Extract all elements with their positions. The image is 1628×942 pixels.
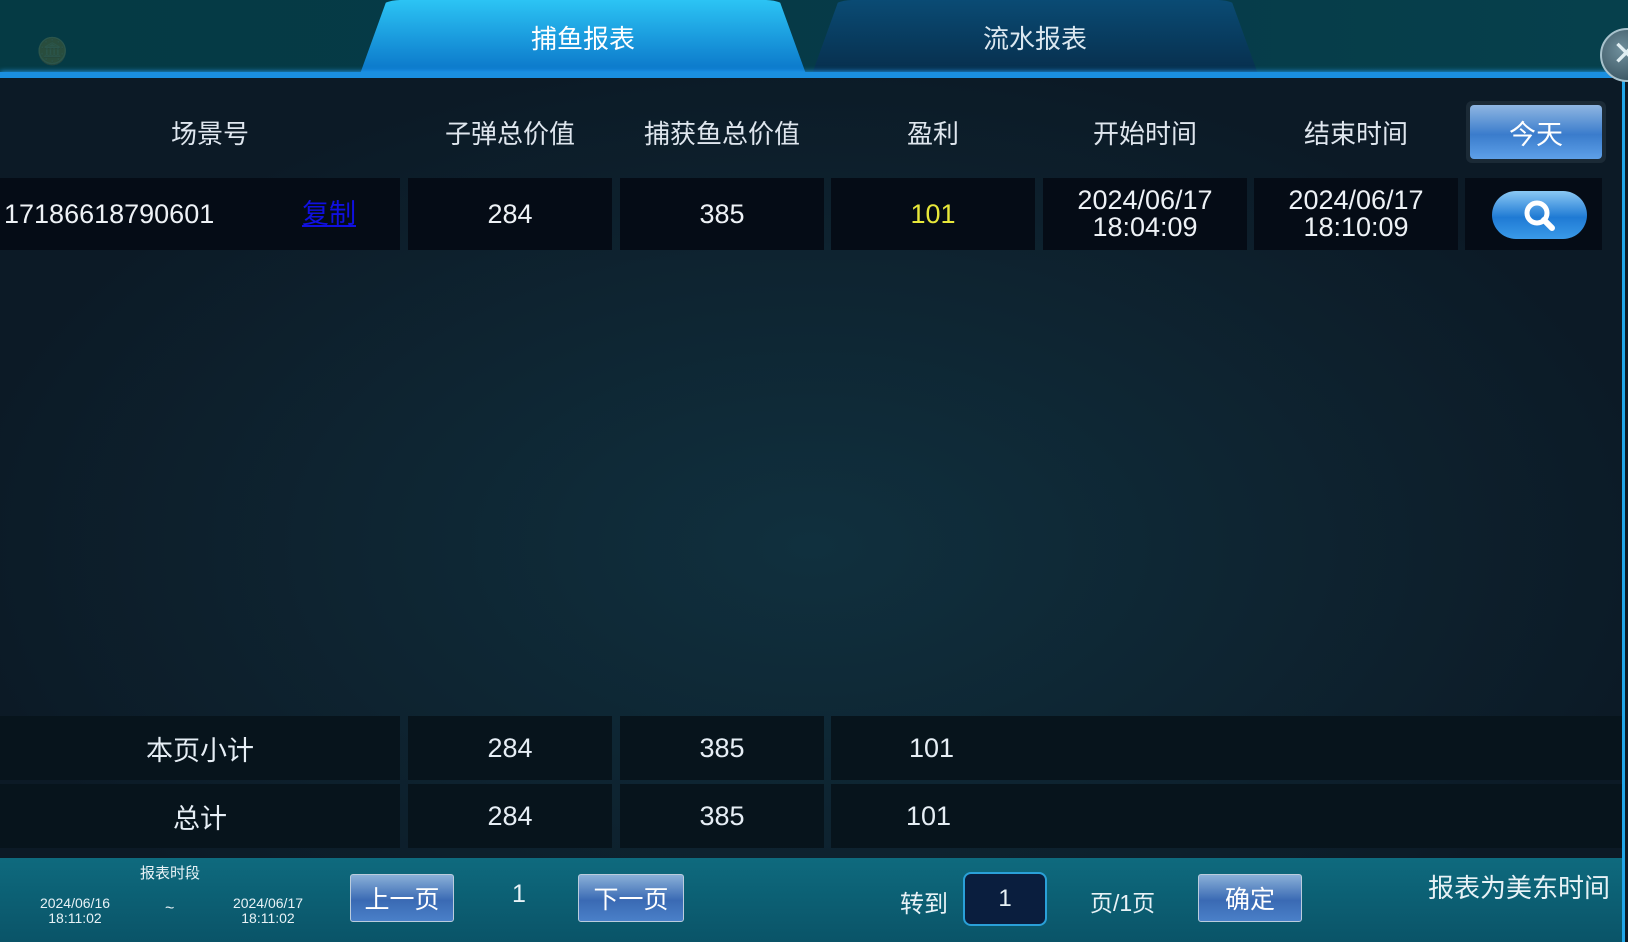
- scene-id: 17186618790601: [0, 178, 258, 250]
- total-catch: 385: [620, 784, 824, 848]
- goto-label: 转到: [900, 891, 948, 918]
- copy-cell: 复制: [258, 178, 400, 250]
- column-header: 开始时间: [1092, 118, 1197, 149]
- separator: ~: [165, 900, 175, 917]
- end-clock: 18:10:09: [1303, 212, 1409, 242]
- column-header: 捕获鱼总价值: [643, 118, 800, 149]
- end-date: 2024/06/17: [1288, 185, 1424, 215]
- to-date: 2024/06/17: [232, 895, 304, 911]
- bullet-total: 284: [408, 178, 612, 250]
- catch-total: 385: [620, 178, 824, 250]
- from-datetime[interactable]: 2024/06/16 18:11:02: [30, 896, 120, 926]
- tab-label: 流水报表: [982, 23, 1087, 54]
- profit: 101: [831, 178, 1035, 250]
- top-bar: [0, 0, 1628, 78]
- tab-flow-report[interactable]: 流水报表: [812, 0, 1258, 74]
- to-datetime[interactable]: 2024/06/17 18:11:02: [223, 896, 313, 926]
- to-time: 18:11:02: [241, 910, 295, 926]
- start-time: 2024/06/17 18:04:09: [1043, 178, 1247, 250]
- total-profit: 101: [831, 784, 1622, 848]
- subtotal-label: 本页小计: [0, 716, 400, 780]
- footer: [0, 858, 1622, 942]
- current-page: 1: [512, 880, 526, 908]
- period-label: 报表时段: [140, 865, 201, 882]
- total-bullet: 284: [408, 784, 612, 848]
- divider: [0, 72, 1622, 78]
- confirm-button[interactable]: 确定: [1198, 874, 1302, 922]
- tab-fishing-report[interactable]: 捕鱼报表: [360, 0, 806, 74]
- search-button[interactable]: [1492, 191, 1587, 239]
- start-clock: 18:04:09: [1092, 212, 1198, 242]
- column-header: 场景号: [170, 118, 249, 149]
- page-count: 页/1页: [1090, 890, 1156, 916]
- subtotal-bullet: 284: [408, 716, 612, 780]
- from-time: 18:11:02: [48, 910, 102, 926]
- background-decoration: 🪙: [36, 36, 69, 66]
- from-date: 2024/06/16: [39, 895, 111, 911]
- tab-label: 捕鱼报表: [530, 23, 635, 54]
- column-header: 结束时间: [1303, 118, 1408, 149]
- timezone-note: 报表为美东时间: [1427, 873, 1610, 903]
- end-time: 2024/06/17 18:10:09: [1254, 178, 1458, 250]
- goto-page-input[interactable]: 1: [963, 872, 1047, 926]
- column-header: 盈利: [906, 118, 959, 149]
- column-header: 子弹总价值: [444, 118, 575, 149]
- total-label: 总计: [0, 784, 400, 848]
- today-label: 今天: [1470, 105, 1602, 159]
- subtotal-catch: 385: [620, 716, 824, 780]
- subtotal-profit: 101: [831, 716, 1622, 780]
- search-icon: [1524, 200, 1555, 231]
- today-button[interactable]: 今天: [1466, 101, 1606, 163]
- prev-page-button[interactable]: 上一页: [350, 874, 454, 922]
- divider: [1622, 78, 1625, 942]
- copy-link[interactable]: 复制: [302, 198, 356, 229]
- start-date: 2024/06/17: [1077, 185, 1213, 215]
- next-page-button[interactable]: 下一页: [578, 874, 684, 922]
